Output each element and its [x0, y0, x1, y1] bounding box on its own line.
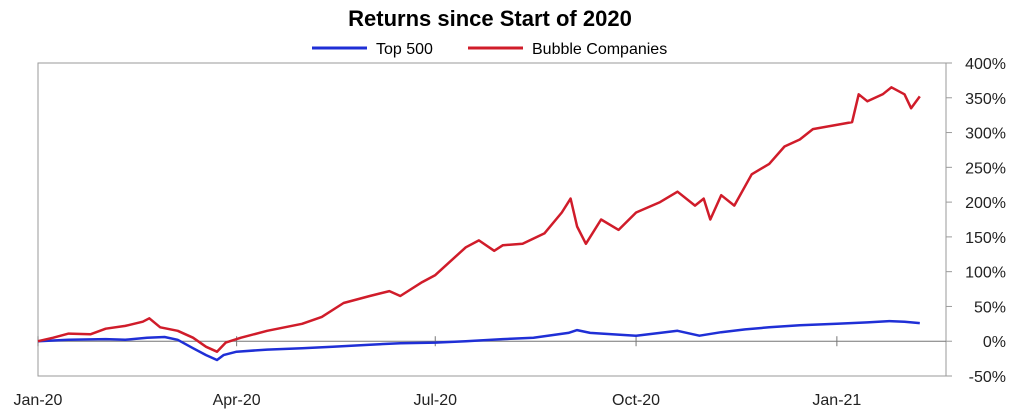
y-tick-label: 150%: [965, 230, 1006, 247]
x-tick-label: Jan-21: [812, 392, 861, 409]
y-tick-label: 50%: [974, 299, 1006, 316]
chart-title: Returns since Start of 2020: [348, 6, 632, 31]
y-tick-label: 350%: [965, 91, 1006, 108]
y-axis: -50% 0% 50% 100% 150% 200% 250% 300% 350% 400%: [946, 56, 1006, 386]
series-line-bubble-companies: [37, 86, 921, 353]
y-tick-label: 200%: [965, 195, 1006, 212]
y-tick-label: 250%: [965, 160, 1006, 177]
x-tick-label: Jul-20: [413, 392, 457, 409]
legend: Top 500 Bubble Companies: [312, 41, 667, 58]
x-axis: Jan-20 Apr-20 Jul-20 Oct-20 Jan-21: [14, 336, 861, 409]
x-tick-label: Apr-20: [213, 392, 261, 409]
x-tick-label: Jan-20: [14, 392, 63, 409]
plot-area-frame: [37, 62, 947, 377]
legend-label-top-500: Top 500: [376, 41, 433, 58]
y-tick-label: -50%: [969, 369, 1006, 386]
legend-label-bubble-companies: Bubble Companies: [532, 41, 667, 58]
y-tick-label: 300%: [965, 126, 1006, 143]
y-tick-label: 0%: [983, 334, 1006, 351]
y-tick-label: 400%: [965, 56, 1006, 73]
series-lines: [37, 86, 921, 362]
x-tick-label: Oct-20: [612, 392, 660, 409]
series-line-top-500: [37, 319, 920, 362]
y-tick-label: 100%: [965, 265, 1006, 282]
